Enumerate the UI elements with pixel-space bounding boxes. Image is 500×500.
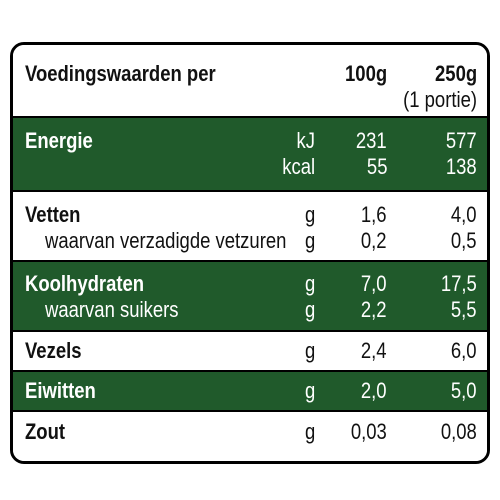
koolhydraten-sub-unit: g <box>304 297 315 322</box>
vezels-250: 6,0 <box>451 338 477 363</box>
vezels-row: Vezels g 2,4 6,0 <box>13 331 487 371</box>
koolhydraten-100: 7,0 <box>361 271 387 296</box>
vezels-100: 2,4 <box>361 338 387 363</box>
koolhydraten-unit: g <box>304 271 315 296</box>
vetten-sub-unit: g <box>304 228 315 253</box>
header-col-100g: 100g <box>344 61 387 86</box>
header-title: Voedingswaarden per <box>25 61 216 86</box>
energie-kcal-250: 138 <box>446 154 477 179</box>
divider <box>13 260 487 262</box>
eiwitten-row: Eiwitten g 2,0 5,0 <box>13 371 487 411</box>
vetten-unit: g <box>304 202 315 227</box>
koolhydraten-row: Koolhydraten g 7,0 17,5 waarvan suikers … <box>13 261 487 331</box>
vetten-label: Vetten <box>25 202 81 227</box>
koolhydraten-250: 17,5 <box>441 271 477 296</box>
vezels-unit: g <box>304 338 315 363</box>
vezels-label: Vezels <box>25 338 82 363</box>
energie-label: Energie <box>25 128 93 153</box>
energie-unit-kcal: kcal <box>282 154 315 179</box>
vetten-250: 4,0 <box>451 202 477 227</box>
eiwitten-250: 5,0 <box>451 378 477 403</box>
energie-kcal-100: 55 <box>366 154 387 179</box>
header-col-portion: (1 portie) <box>403 87 477 112</box>
zout-row: Zout g 0,03 0,08 <box>13 411 487 461</box>
energie-kj-100: 231 <box>356 128 387 153</box>
divider <box>13 370 487 372</box>
vetten-100: 1,6 <box>361 202 387 227</box>
energie-unit-kj: kJ <box>296 128 315 153</box>
zout-100: 0,03 <box>351 419 387 444</box>
nutrition-table: Voedingswaarden per 100g 250g (1 portie)… <box>10 42 490 464</box>
eiwitten-unit: g <box>304 378 315 403</box>
koolhydraten-label: Koolhydraten <box>25 271 145 296</box>
koolhydraten-sub-label: waarvan suikers <box>45 297 179 322</box>
vetten-sub-label: waarvan verzadigde vetzuren <box>45 228 287 253</box>
vetten-sub-100: 0,2 <box>361 228 387 253</box>
koolhydraten-sub-250: 5,5 <box>451 297 477 322</box>
zout-unit: g <box>304 419 315 444</box>
vetten-sub-250: 0,5 <box>451 228 477 253</box>
eiwitten-label: Eiwitten <box>25 378 96 403</box>
zout-250: 0,08 <box>441 419 477 444</box>
header-col-250g: 250g <box>434 61 477 86</box>
zout-label: Zout <box>25 419 66 444</box>
divider <box>13 330 487 332</box>
energie-kj-250: 577 <box>446 128 477 153</box>
vetten-row: Vetten g 1,6 4,0 waarvan verzadigde vetz… <box>13 191 487 261</box>
koolhydraten-sub-100: 2,2 <box>361 297 387 322</box>
divider <box>13 410 487 412</box>
energie-row: Energie kJ 231 577 kcal 55 138 <box>13 117 487 191</box>
header-row: Voedingswaarden per 100g 250g (1 portie) <box>13 45 487 117</box>
divider <box>13 116 487 118</box>
divider <box>13 190 487 192</box>
eiwitten-100: 2,0 <box>361 378 387 403</box>
